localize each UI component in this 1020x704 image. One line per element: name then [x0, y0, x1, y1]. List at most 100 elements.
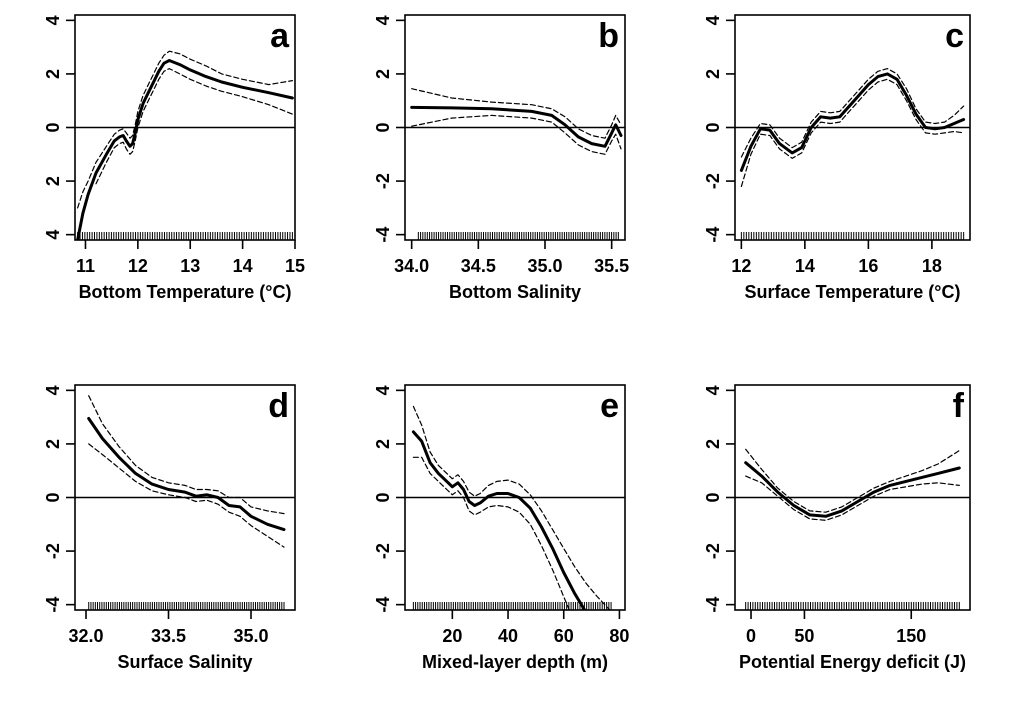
smooth-fit-line [87, 417, 286, 532]
x-tick-label: 40 [498, 626, 518, 646]
confidence-band-line [411, 114, 622, 155]
y-tick-label: -4 [373, 597, 393, 613]
x-tick-label: 16 [858, 256, 878, 276]
x-tick-label: 11 [76, 256, 95, 276]
y-tick-label: 4 [703, 385, 723, 395]
confidence-band-line [412, 405, 611, 610]
x-tick-label: 33.5 [151, 626, 186, 646]
y-tick-label: -2 [43, 543, 63, 559]
x-axis-title: Mixed-layer depth (m) [422, 652, 608, 672]
panel-c: 12 14 16 18 4 2 0 -2 -4 Surface Temperature (°C) c [703, 14, 971, 302]
panel-letter: d [268, 387, 289, 425]
confidence-band-line [740, 68, 965, 158]
panel-letter: e [600, 387, 619, 425]
plot-area [410, 88, 623, 240]
x-axis-title: Bottom Salinity [449, 282, 581, 302]
x-axis-title: Surface Temperature (°C) [745, 282, 961, 302]
rug-marks [745, 602, 960, 610]
y-tick-label: 2 [703, 439, 723, 449]
panel-letter: c [945, 17, 964, 55]
y-tick-label: 0 [373, 122, 393, 132]
x-tick-label: 50 [794, 626, 814, 646]
y-tick-label: -2 [703, 543, 723, 559]
x-tick-label: 14 [795, 256, 815, 276]
y-tick-label: 4 [43, 15, 63, 25]
x-tick-label: 35.0 [527, 256, 562, 276]
x-tick-label: 35.0 [233, 626, 268, 646]
y-tick-label: 2 [703, 69, 723, 79]
panel-letter: a [270, 17, 290, 55]
x-tick-label: 12 [128, 256, 148, 276]
plot-area [739, 68, 966, 240]
y-tick-label: 2 [43, 69, 63, 79]
x-tick-label: 80 [609, 626, 629, 646]
x-tick-label: 18 [922, 256, 942, 276]
y-tick-label: -4 [703, 227, 723, 243]
y-tick-label: 4 [43, 230, 63, 240]
x-tick-label: 0 [746, 626, 756, 646]
x-tick-label: 150 [896, 626, 926, 646]
y-tick-label: 0 [43, 492, 63, 502]
y-tick-label: 2 [43, 439, 63, 449]
x-tick-label: 34.0 [394, 256, 429, 276]
y-tick-label: 2 [373, 69, 393, 79]
panel-b: 34.0 34.5 35.0 35.5 4 2 0 -2 -4 Bottom Salinity b [373, 14, 629, 302]
x-axis-title: Potential Energy deficit (J) [739, 652, 966, 672]
confidence-band-line [77, 50, 293, 209]
smooth-fit-line [411, 430, 587, 610]
y-tick-label: -2 [373, 543, 393, 559]
rug-marks [417, 232, 619, 240]
y-tick-label: 4 [373, 15, 393, 25]
y-tick-label: -2 [703, 173, 723, 189]
rug-marks [412, 602, 612, 610]
y-tick-label: -4 [373, 227, 393, 243]
y-tick-label: 4 [703, 15, 723, 25]
x-tick-label: 14 [233, 256, 253, 276]
confidence-band-line [745, 475, 960, 521]
y-tick-label: -4 [43, 597, 63, 613]
plot-area [411, 405, 612, 610]
y-tick-label: 2 [43, 176, 63, 186]
x-tick-label: 32.0 [68, 626, 103, 646]
rug-marks [740, 232, 965, 240]
y-tick-label: 0 [703, 492, 723, 502]
y-tick-label: -4 [703, 597, 723, 613]
panel-letter: b [598, 17, 619, 55]
y-tick-label: 0 [43, 122, 63, 132]
rug-marks [77, 232, 293, 240]
confidence-band-line [88, 395, 285, 515]
confidence-band-line [88, 443, 285, 548]
smooth-fit-line [744, 461, 961, 518]
smooth-fit-line [739, 72, 966, 172]
confidence-band-line [745, 448, 960, 513]
x-tick-label: 34.5 [461, 256, 496, 276]
confidence-band-line [740, 78, 965, 187]
y-tick-label: 4 [373, 385, 393, 395]
x-tick-label: 15 [285, 256, 305, 276]
x-axis-title: Bottom Temperature (°C) [79, 282, 292, 302]
plot-area [87, 395, 286, 610]
x-tick-label: 20 [442, 626, 462, 646]
panel-f: 0 50 150 4 2 0 -2 -4 Potential Energy deficit (J… [703, 384, 971, 672]
smooth-fit-line [76, 59, 294, 240]
x-tick-label: 13 [180, 256, 200, 276]
y-tick-label: -2 [373, 173, 393, 189]
y-tick-label: 4 [43, 385, 63, 395]
confidence-band-line [412, 456, 570, 610]
plot-area [76, 50, 294, 240]
smooth-fit-line [410, 105, 623, 148]
plot-area [744, 448, 961, 610]
x-tick-label: 35.5 [594, 256, 629, 276]
x-tick-label: 60 [554, 626, 574, 646]
panel-a: 11 12 13 14 15 4 2 0 2 4 Bottom Temperature (°C) a [43, 14, 305, 302]
x-axis-title: Surface Salinity [117, 652, 252, 672]
panel-letter: f [953, 387, 965, 425]
rug-marks [88, 602, 285, 610]
y-tick-label: 0 [703, 122, 723, 132]
confidence-band-line [411, 88, 622, 139]
y-tick-label: 2 [373, 439, 393, 449]
panel-d: 32.0 33.5 35.0 4 2 0 -2 -4 Surface Salinity d [43, 384, 296, 672]
y-tick-label: 0 [373, 492, 393, 502]
